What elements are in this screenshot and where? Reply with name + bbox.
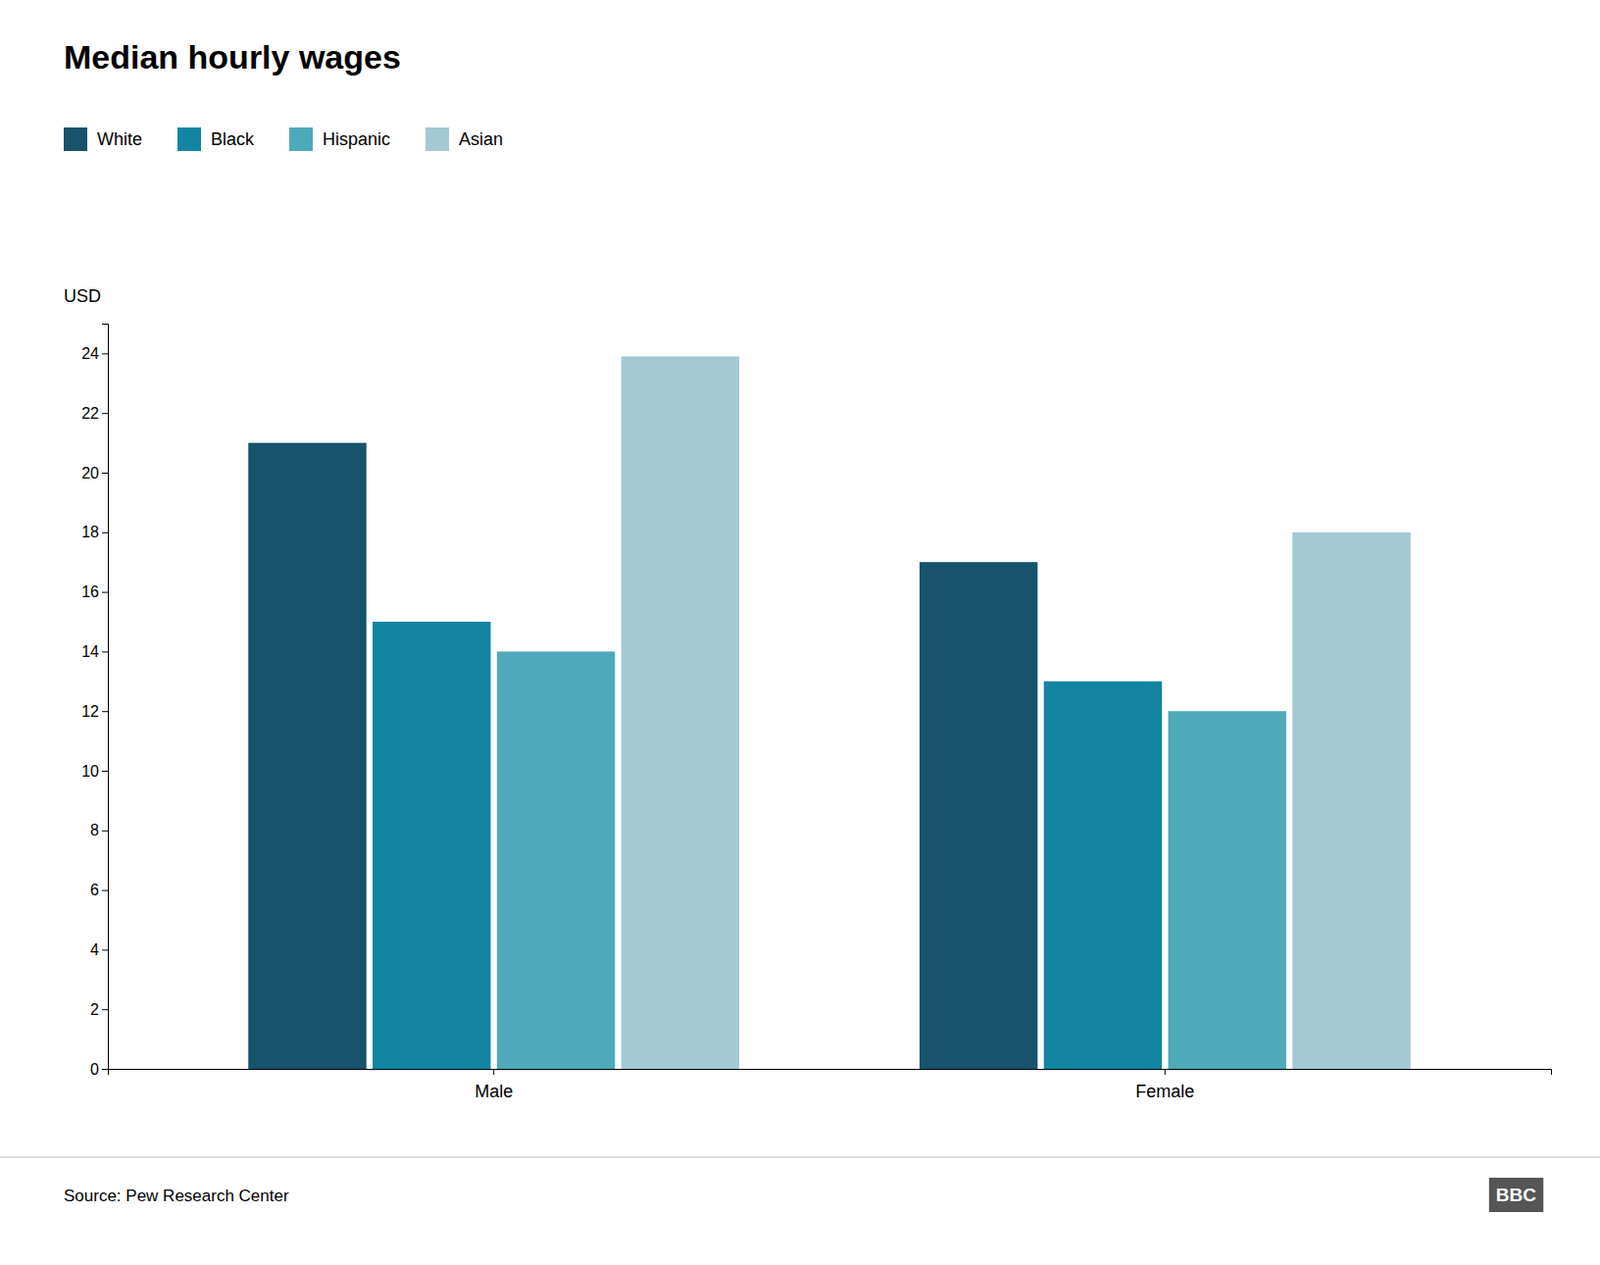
legend-label: Black <box>210 129 255 150</box>
series <box>372 621 1162 1069</box>
y-tick-label: 12 <box>81 702 100 720</box>
legend: White Black Hispanic Asian <box>63 127 503 151</box>
bar <box>1044 681 1162 1069</box>
bar <box>919 561 1038 1069</box>
bars <box>248 355 1410 1069</box>
series <box>497 650 1287 1069</box>
y-tick: 4 <box>90 941 108 958</box>
legend-swatch <box>177 127 201 151</box>
bar <box>1292 532 1410 1069</box>
y-tick-label: 4 <box>90 941 100 958</box>
bar <box>248 443 366 1069</box>
legend-label: White <box>97 129 143 150</box>
y-tick: 24 <box>81 345 108 362</box>
y-axis-title: USD <box>63 286 101 306</box>
y-tick: 6 <box>90 881 108 899</box>
legend-item: Asian <box>425 127 503 151</box>
y-tick-label: 24 <box>81 345 100 362</box>
x-axis: Male Female <box>108 1068 1552 1101</box>
y-tick: 0 <box>90 1060 108 1078</box>
y-axis-line <box>101 324 109 1070</box>
y-tick-mark <box>101 710 108 712</box>
y-tick-label: 20 <box>81 464 100 482</box>
y-tick-mark <box>101 770 108 772</box>
plot: 024681012141618202224MaleFemale <box>81 324 1551 1101</box>
bar <box>372 621 491 1069</box>
y-tick-mark <box>101 532 108 534</box>
y-tick-mark <box>101 592 108 594</box>
y-tick-mark <box>101 1068 108 1070</box>
x-tick: Female <box>1135 1068 1195 1101</box>
legend-item: White <box>63 127 143 151</box>
y-tick-label: 2 <box>90 1000 100 1018</box>
legend-item: Hispanic <box>289 127 391 151</box>
logo: BBC <box>1489 1177 1544 1212</box>
y-tick-mark <box>101 949 108 950</box>
x-tick-label: Male <box>474 1081 513 1101</box>
y-tick-label: 16 <box>81 583 100 600</box>
bar <box>497 650 615 1069</box>
legend-swatch <box>425 127 450 151</box>
x-axis-line <box>108 1069 1552 1076</box>
x-tick-mark <box>1164 1068 1166 1075</box>
y-tick-label: 6 <box>90 881 100 899</box>
y-tick-label: 22 <box>81 404 100 422</box>
x-tick-label: Female <box>1135 1081 1195 1101</box>
title: Median hourly wages <box>63 38 401 76</box>
y-tick: 16 <box>81 583 108 600</box>
y-tick-mark <box>101 890 108 892</box>
y-tick-label: 10 <box>81 762 100 780</box>
y-tick: 22 <box>81 404 108 422</box>
y-tick: 18 <box>81 523 108 541</box>
legend-label: Hispanic <box>322 129 391 150</box>
source: Source: Pew Research Center <box>63 1186 290 1205</box>
y-tick-mark <box>101 352 108 354</box>
chart: Median hourly wages White Black Hispanic Asi… <box>0 0 1600 1265</box>
bar <box>1167 710 1286 1069</box>
bar <box>621 355 740 1069</box>
y-tick: 10 <box>81 762 108 780</box>
y-tick-mark <box>101 1008 108 1010</box>
legend-item: Black <box>177 127 255 151</box>
legend-label: Asian <box>458 129 503 150</box>
legend-swatch <box>63 127 88 151</box>
y-tick-mark <box>101 650 108 652</box>
x-tick: Male <box>474 1068 513 1101</box>
y-tick: 12 <box>81 702 108 720</box>
separator <box>0 1155 1600 1157</box>
series <box>621 355 1411 1069</box>
y-axis: 024681012141618202224 <box>81 324 108 1078</box>
logo-text: BBC <box>1496 1184 1537 1205</box>
y-tick: 20 <box>81 464 108 482</box>
y-tick-mark <box>101 830 108 832</box>
y-tick-label: 14 <box>81 643 100 660</box>
y-tick-mark <box>101 472 108 474</box>
y-tick-mark <box>101 412 108 414</box>
y-tick: 14 <box>81 643 108 660</box>
y-tick-label: 0 <box>90 1060 100 1078</box>
logo-box <box>1489 1177 1544 1212</box>
y-tick: 8 <box>90 821 108 839</box>
y-tick-label: 8 <box>90 821 100 839</box>
y-tick-label: 18 <box>81 523 100 541</box>
y-tick: 2 <box>90 1000 108 1018</box>
legend-swatch <box>289 127 313 151</box>
x-tick-mark <box>493 1068 495 1075</box>
